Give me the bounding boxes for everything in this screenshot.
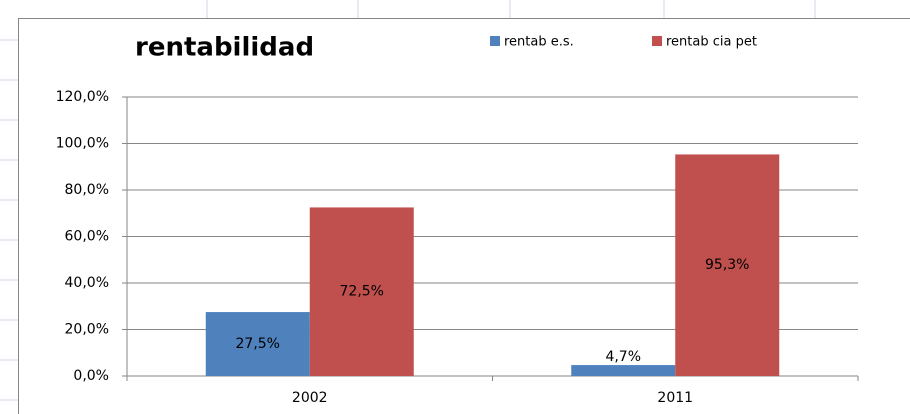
bar bbox=[571, 365, 676, 376]
sheet-grid bbox=[0, 0, 816, 401]
y-tick-label: 120,0% bbox=[56, 89, 109, 105]
legend-swatch bbox=[652, 36, 662, 46]
y-tick-label: 40,0% bbox=[65, 275, 109, 291]
data-label: 27,5% bbox=[236, 336, 280, 352]
y-tick-label: 100,0% bbox=[56, 136, 109, 152]
bar bbox=[309, 207, 414, 376]
y-tick-label: 60,0% bbox=[65, 229, 109, 245]
data-label: 4,7% bbox=[605, 349, 641, 365]
bar bbox=[205, 312, 310, 376]
chart-title: rentabilidad bbox=[135, 33, 314, 63]
y-tick-label: 20,0% bbox=[65, 322, 109, 338]
legend-label: rentab e.s. bbox=[504, 35, 574, 50]
legend-label: rentab cia pet bbox=[666, 35, 757, 50]
x-tick-label: 2002 bbox=[292, 390, 328, 406]
y-tick-label: 0,0% bbox=[73, 368, 109, 384]
x-tick-label: 2011 bbox=[657, 390, 693, 406]
data-label: 95,3% bbox=[705, 257, 749, 273]
data-label: 72,5% bbox=[340, 284, 384, 300]
y-tick-label: 80,0% bbox=[65, 182, 109, 198]
bar bbox=[675, 154, 780, 376]
legend-swatch bbox=[490, 36, 500, 46]
